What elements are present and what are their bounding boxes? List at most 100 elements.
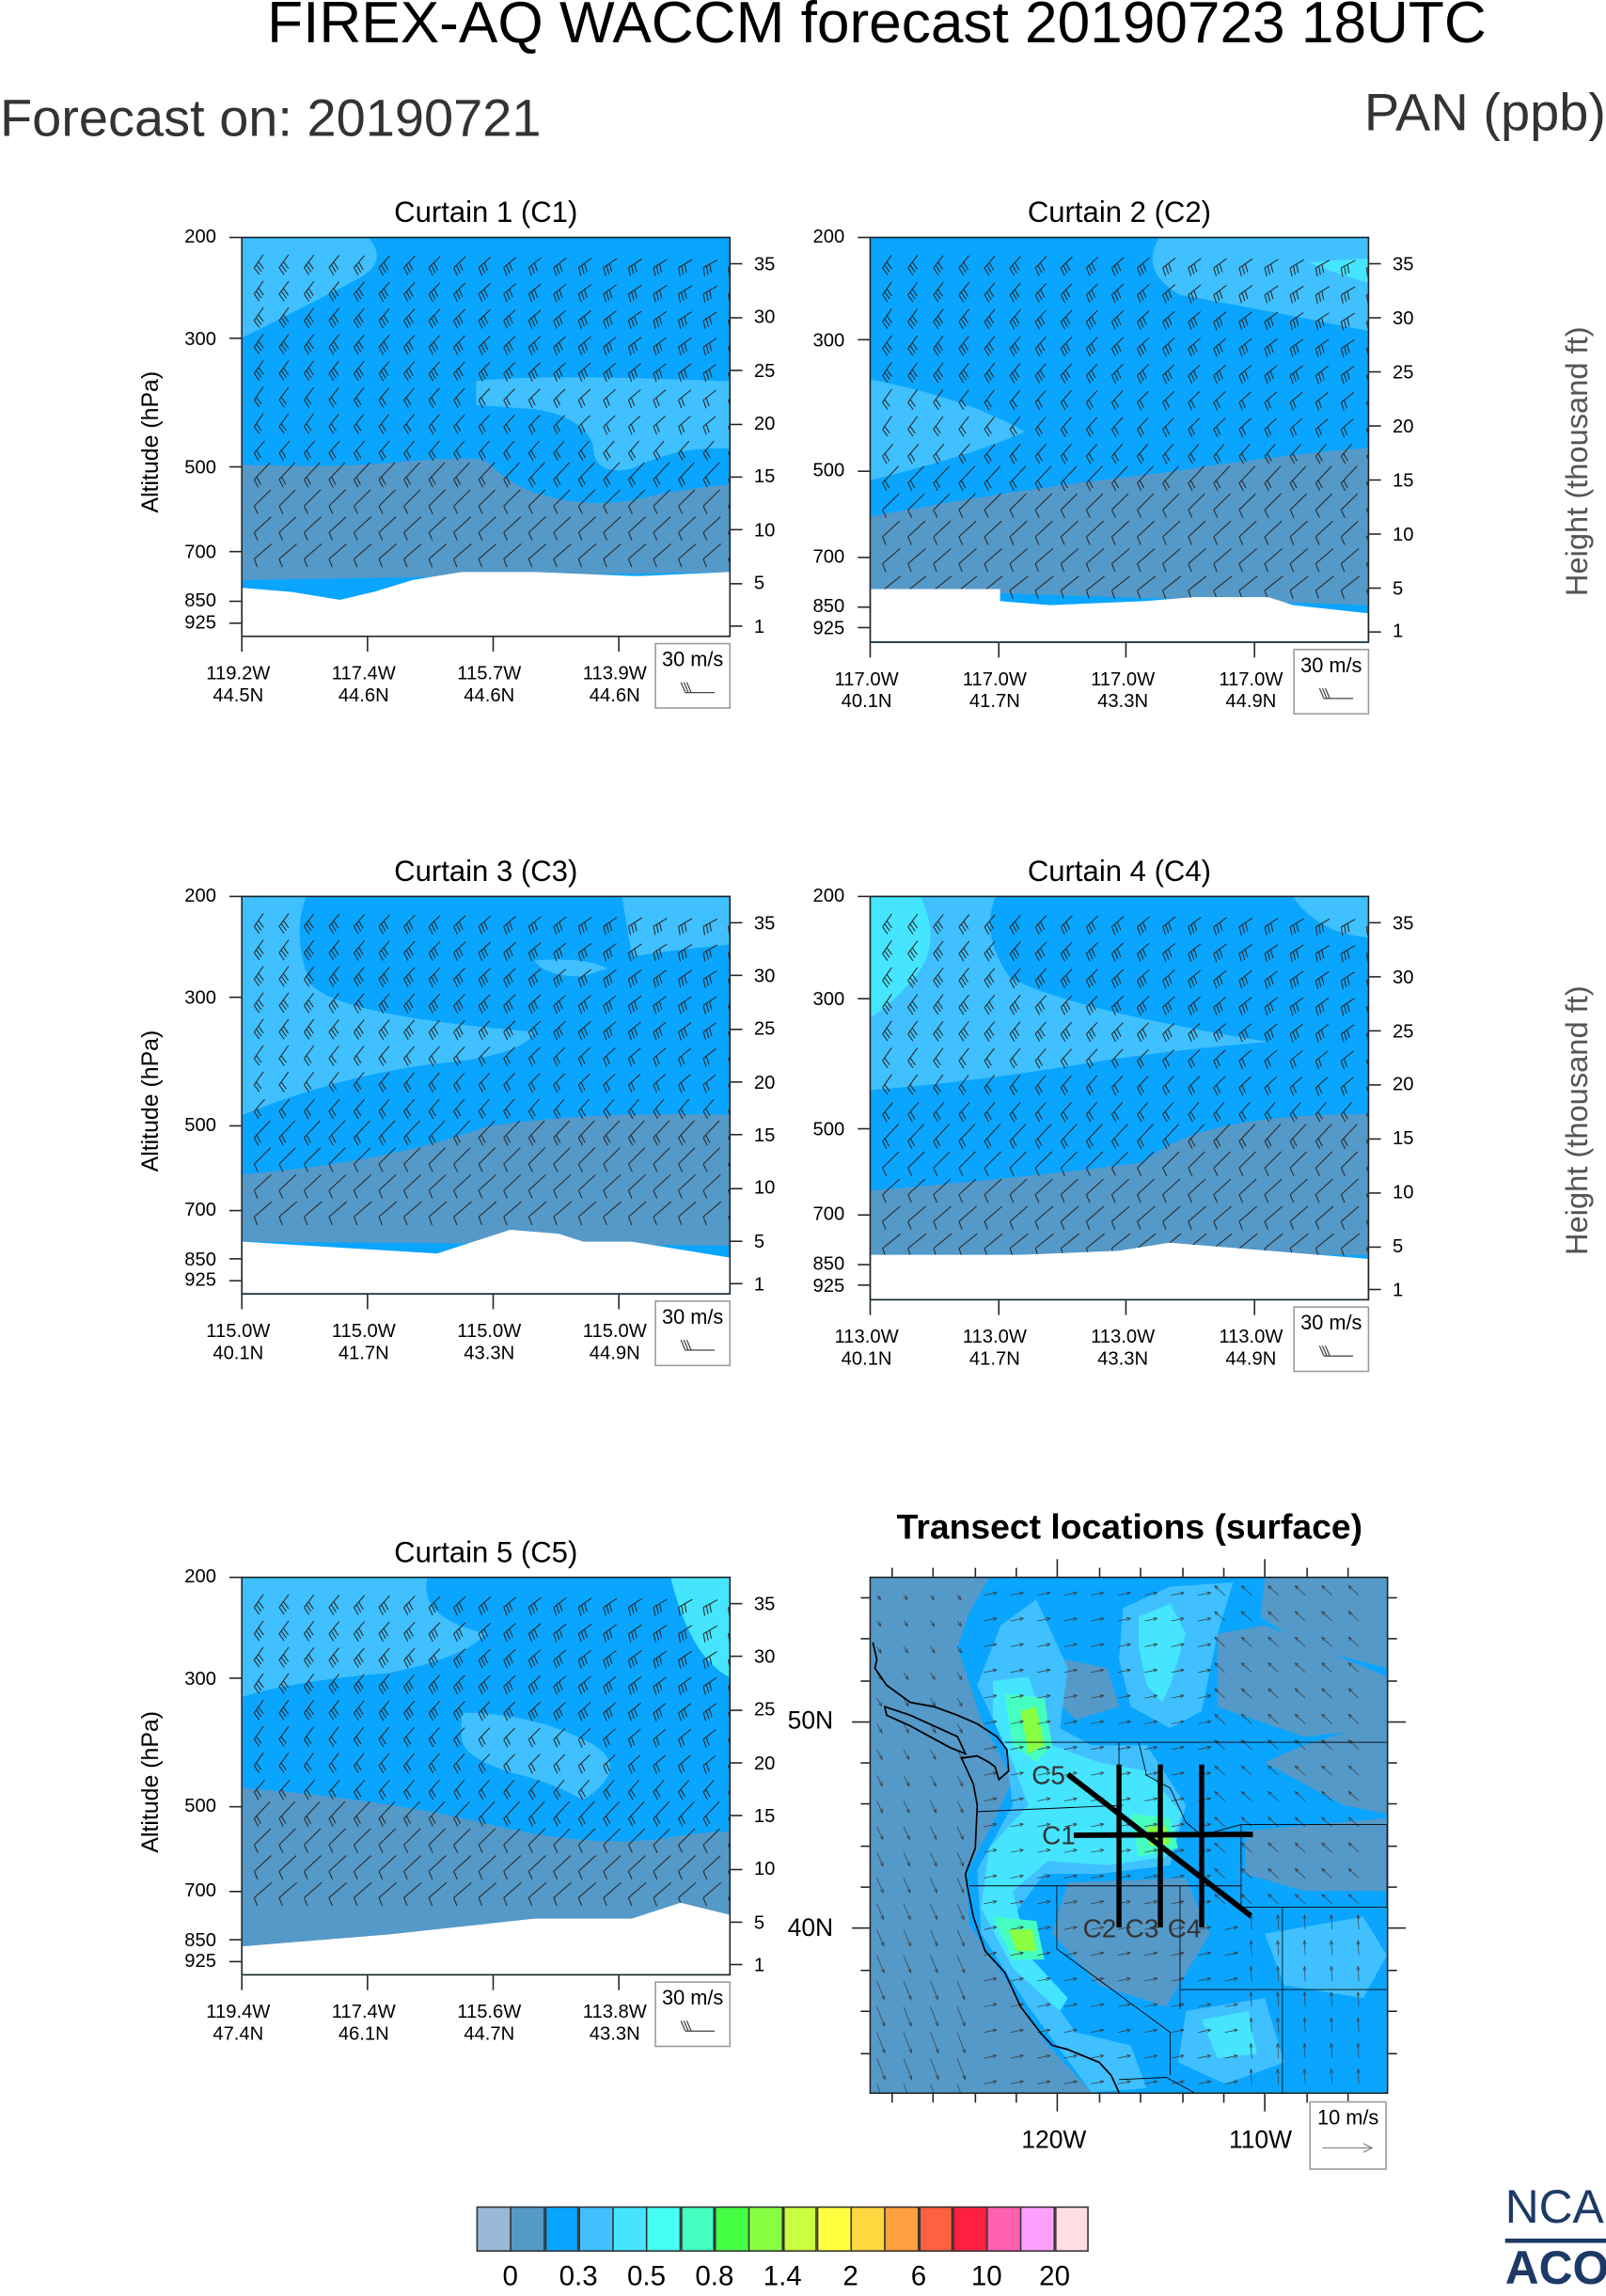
lon-minor-tick <box>1098 2094 1100 2103</box>
wind-barb <box>678 1779 690 1801</box>
lon-minor-tick <box>1139 1567 1142 1577</box>
wind-barb <box>453 516 472 542</box>
wind-barb <box>328 386 339 408</box>
lat-major-tick <box>1388 1721 1407 1722</box>
wind-barb <box>1289 1124 1307 1150</box>
wind-arrow <box>1249 1940 1253 1956</box>
wind-barb <box>1188 284 1202 304</box>
wind-barb <box>428 1201 448 1226</box>
wind-arrow <box>1171 1926 1186 1930</box>
height-tick <box>731 975 743 977</box>
wind-barb <box>278 1725 290 1747</box>
wind-barb <box>1110 1022 1124 1043</box>
wind-barb <box>1188 547 1206 573</box>
wind-arrow <box>1224 2053 1238 2059</box>
wind-barb <box>304 1779 316 1801</box>
wind-barb <box>1264 391 1278 411</box>
wind-barb <box>253 1098 265 1120</box>
wind-barb <box>1238 465 1256 492</box>
wind-arrow <box>956 1801 964 1814</box>
wind-barb <box>1289 1178 1308 1203</box>
height-tick-label: 1 <box>753 614 765 637</box>
pressure-tick-label: 925 <box>812 1274 845 1297</box>
wind-barb <box>1315 312 1330 331</box>
wind-barb <box>1315 1050 1329 1070</box>
wind-barb <box>1315 259 1330 277</box>
wind-barb <box>1137 520 1156 545</box>
wind-barb <box>577 995 591 1014</box>
pressure-tick-label: 200 <box>812 884 845 906</box>
wind-arrow <box>1302 2042 1307 2059</box>
wind-barb <box>603 489 621 514</box>
wind-barb <box>1365 1192 1368 1199</box>
wind-arrow <box>1321 1867 1332 1879</box>
wind-barb <box>527 309 542 329</box>
wind-barb <box>702 996 717 1014</box>
wind-arrow <box>1144 1694 1158 1699</box>
wind-barb <box>428 1855 447 1880</box>
wind-arrow <box>1240 1765 1252 1776</box>
wind-arrow <box>903 1878 911 1894</box>
pressure-tick-label: 850 <box>812 1252 845 1275</box>
wind-arrow <box>1091 2080 1105 2084</box>
x-tick-lon: 117.0W <box>1091 668 1156 690</box>
wind-arrow <box>1294 1765 1306 1776</box>
wind-barb <box>1085 1178 1104 1203</box>
wind-legend: 30 m/s <box>1293 1306 1370 1373</box>
wind-barb <box>278 386 290 408</box>
wind-barb <box>1188 575 1207 599</box>
wind-barb <box>1188 520 1206 545</box>
wind-barb <box>1315 391 1329 411</box>
lat-major-tick <box>1388 1927 1407 1930</box>
wind-barb <box>678 1173 697 1199</box>
wind-barb <box>1289 444 1301 464</box>
pressure-tick <box>858 627 870 629</box>
wind-barb <box>304 1071 314 1093</box>
wind-arrow <box>1198 1951 1212 1956</box>
wind-barb <box>1162 1178 1181 1203</box>
wind-barb <box>1009 1205 1029 1231</box>
wind-barb <box>303 1855 322 1880</box>
wind-barb <box>653 1702 667 1722</box>
wind-arrow <box>1214 1790 1225 1801</box>
wind-barb <box>933 520 952 545</box>
wind-barb <box>527 1623 542 1643</box>
x-tick <box>241 1294 243 1310</box>
wind-barb <box>603 1098 615 1120</box>
wind-barb <box>1264 1049 1278 1070</box>
wind-barb <box>354 1779 366 1801</box>
wind-arrow <box>1117 2080 1132 2084</box>
wind-barb <box>1188 493 1205 518</box>
wind-barb <box>1009 389 1021 411</box>
wind-barb <box>577 1624 592 1643</box>
wind-barb <box>603 310 617 329</box>
wind-barb <box>1340 547 1360 573</box>
wind-arrow <box>1037 2053 1051 2059</box>
wind-arrow <box>930 1852 937 1867</box>
wind-barb <box>253 280 264 302</box>
wind-barb <box>478 1753 491 1774</box>
wind-arrow <box>956 1903 965 1921</box>
logo-divider <box>1504 2238 1606 2243</box>
wind-barb <box>1060 1178 1079 1203</box>
wind-barb <box>984 1205 1003 1231</box>
wind-barb <box>503 440 515 462</box>
wind-barb <box>378 440 390 462</box>
wind-barb <box>328 966 339 987</box>
wind-arrow <box>1321 1739 1332 1751</box>
wind-barb <box>702 1881 722 1907</box>
wind-barb <box>653 1120 670 1146</box>
wind-arrow <box>1063 1643 1079 1647</box>
wind-barb <box>503 462 521 488</box>
height-tick-label: 30 <box>753 964 776 986</box>
wind-barb <box>702 1022 717 1041</box>
wind-barb <box>1238 1205 1258 1231</box>
wind-barb <box>1315 520 1333 545</box>
wind-barb <box>428 462 446 488</box>
lon-minor-tick <box>890 1567 893 1577</box>
wind-barb <box>453 994 465 1014</box>
wind-barb <box>1340 365 1355 385</box>
wind-arrow <box>903 1646 909 1654</box>
contour-fill <box>242 1787 730 1947</box>
